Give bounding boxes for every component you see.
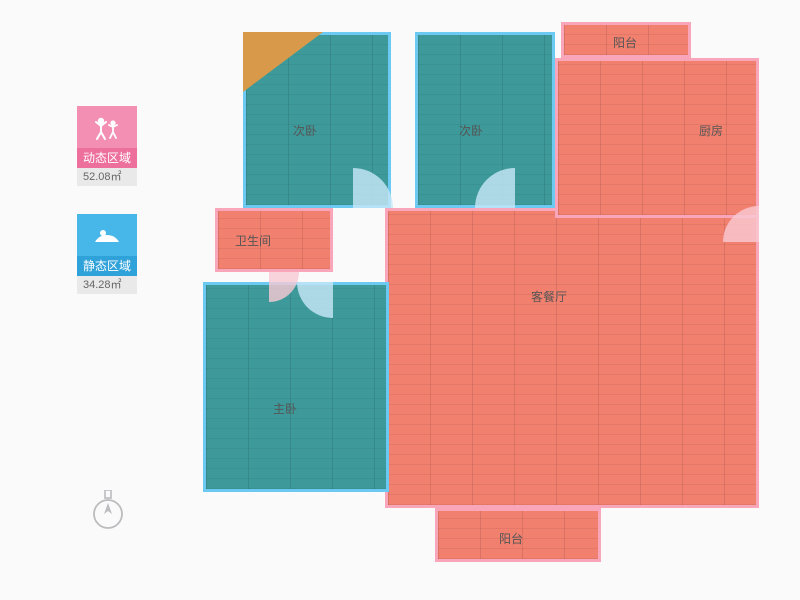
legend-static-area: 34.28㎡	[77, 276, 137, 294]
legend-dynamic-area: 52.08㎡	[77, 168, 137, 186]
room-balcony-bot	[435, 508, 601, 562]
legend-dynamic: 动态区域 52.08㎡	[72, 106, 142, 186]
sleep-icon	[77, 214, 137, 258]
floorplan: 阳台厨房客餐厅卫生间阳台次卧次卧主卧	[203, 22, 759, 576]
room-balcony-top	[561, 22, 691, 58]
legend-static-label: 静态区域	[77, 256, 137, 276]
compass-icon	[90, 490, 126, 534]
room-bed2-left	[243, 32, 391, 208]
people-icon	[77, 106, 137, 150]
room-bathroom	[215, 208, 333, 272]
room-living-top	[555, 58, 759, 218]
legend-dynamic-label: 动态区域	[77, 148, 137, 168]
room-living-dining	[385, 208, 759, 508]
room-bed2-right	[415, 32, 555, 208]
legend-static: 静态区域 34.28㎡	[72, 214, 142, 294]
room-bed-master	[203, 282, 389, 492]
legend: 动态区域 52.08㎡ 静态区域 34.28㎡	[72, 106, 142, 322]
